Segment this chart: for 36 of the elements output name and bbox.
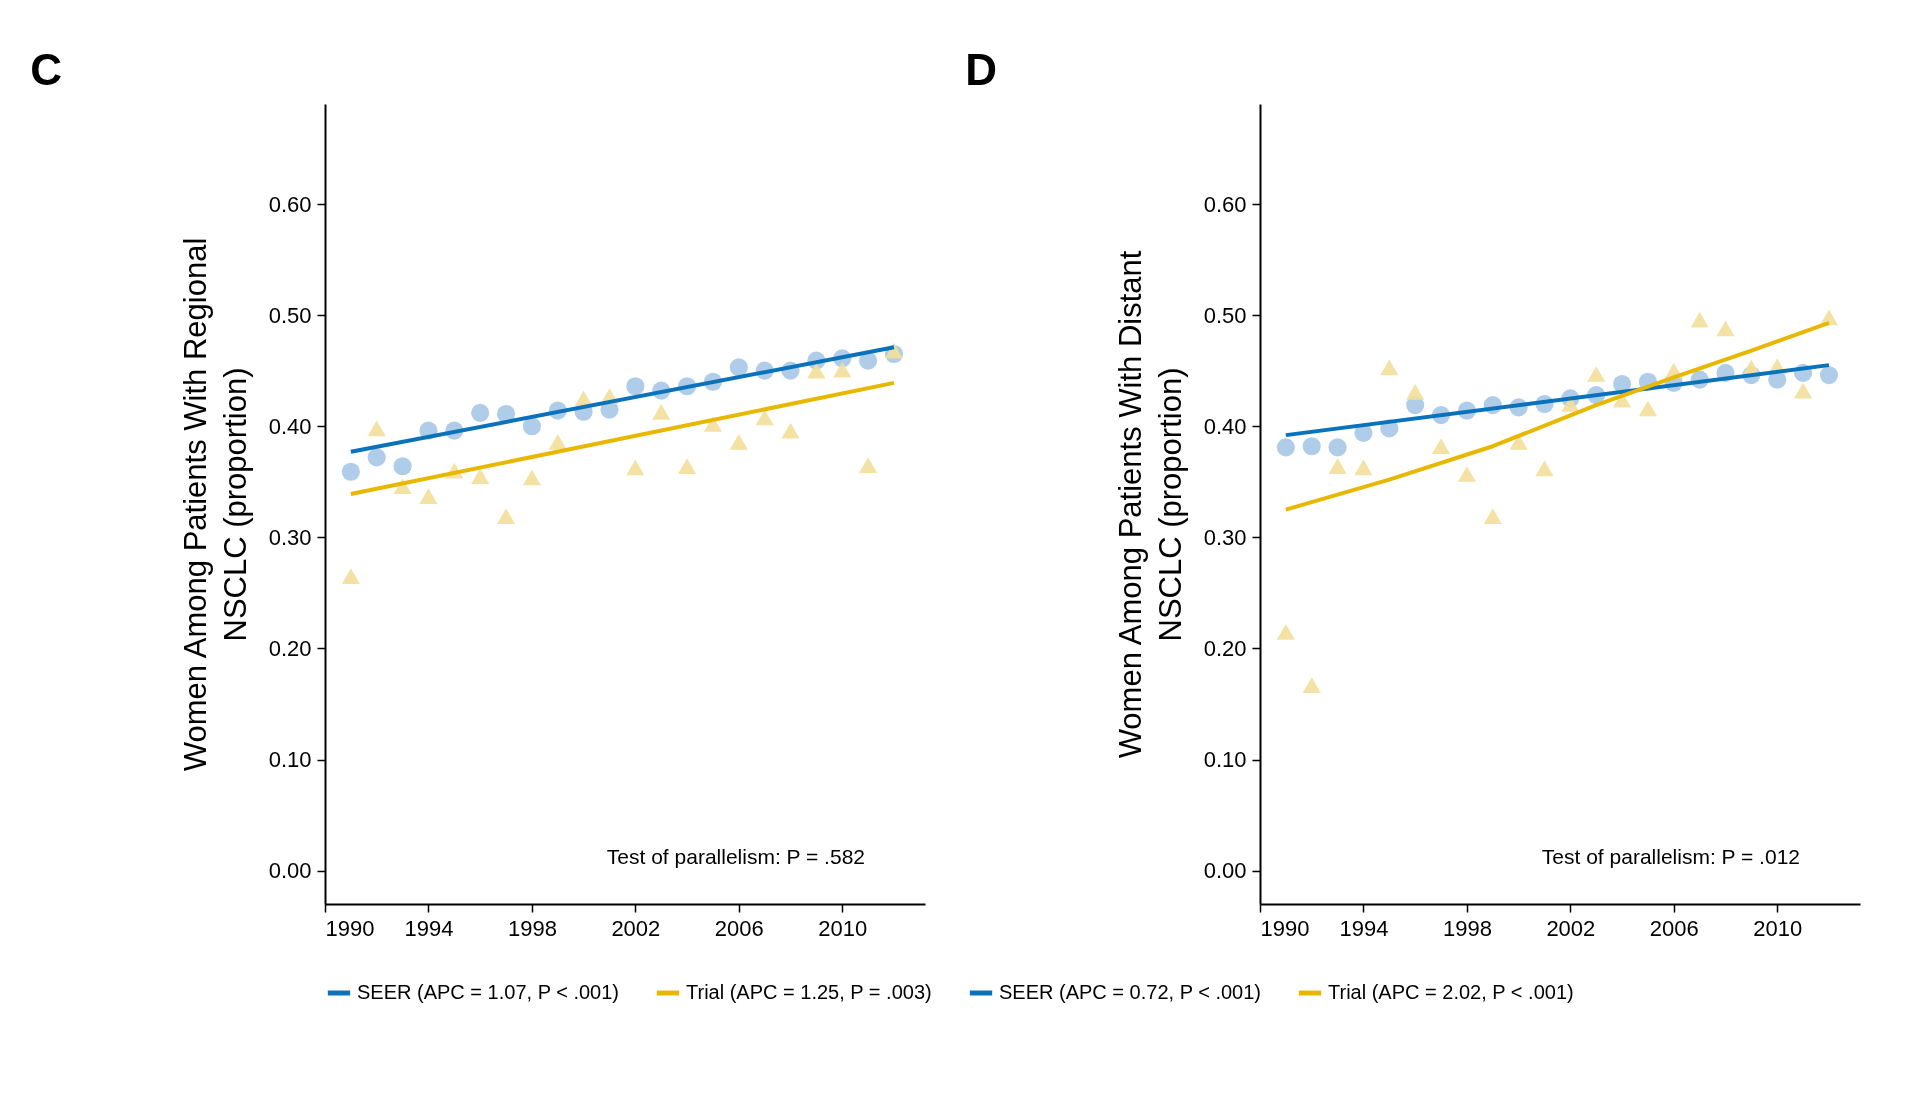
y-tick-label: 0.30 [1203,524,1247,550]
annotation: Test of parallelism: P = .012 [1541,845,1800,868]
y-axis-title: Women Among Patients With Distant NSCLC (proportion) [1112,250,1188,759]
x-tick-label: 1998 [507,915,557,941]
x-tick-label: 2010 [818,915,868,941]
x-tick-label: 1994 [1339,915,1389,941]
y-tick-label: 0.40 [268,413,312,439]
y-tick-label: 0.00 [268,858,312,884]
x-tick-label: 1990 [1260,915,1310,941]
y-tick-label: 0.10 [268,747,312,773]
annotation: Test of parallelism: P = .582 [606,845,865,868]
y-tick-label: 0.50 [1203,302,1247,328]
x-tick-label: 2006 [714,915,764,941]
legend-label: SEER (APC = 1.07, P < .001) [357,981,619,1003]
y-tick-label: 0.50 [268,302,312,328]
y-tick-label: 0.40 [1203,413,1247,439]
legend-label: SEER (APC = 0.72, P < .001) [999,981,1261,1003]
chart-title: C [30,45,62,94]
y-axis-title: Women Among Patients With Regional NSCLC (proportion) [177,237,253,772]
y-tick-label: 0.20 [268,635,312,661]
chart-title: D [965,45,997,94]
y-tick-label: 0.10 [1203,747,1247,773]
y-tick-label: 0.30 [268,524,312,550]
x-tick-label: 1998 [1442,915,1492,941]
x-tick-label: 2002 [611,915,661,941]
legend-label: Trial (APC = 1.25, P = .003) [686,981,932,1003]
y-tick-label: 0.20 [1203,635,1247,661]
x-tick-label: 1990 [325,915,375,941]
y-tick-label: 0.00 [1203,858,1247,884]
y-tick-label: 0.60 [1203,191,1247,217]
x-tick-label: 2006 [1649,915,1699,941]
x-tick-label: 2010 [1753,915,1803,941]
x-tick-label: 1994 [404,915,454,941]
y-tick-label: 0.60 [268,191,312,217]
x-tick-label: 2002 [1546,915,1596,941]
legend-label: Trial (APC = 2.02, P < .001) [1328,981,1574,1003]
